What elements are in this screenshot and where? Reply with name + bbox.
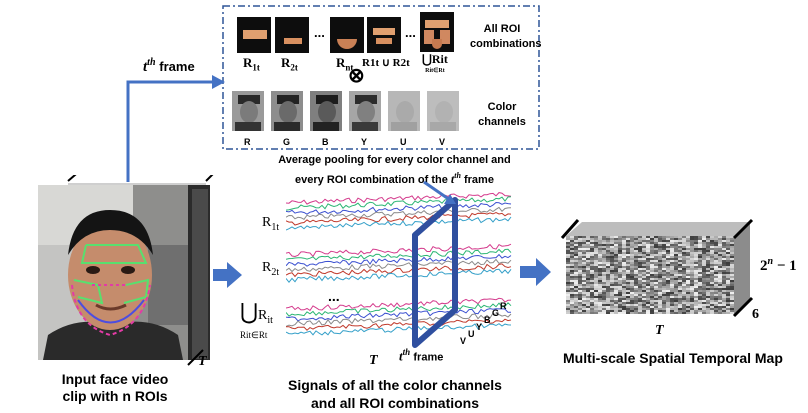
signal-trace (286, 253, 512, 267)
channel-tile-v (427, 91, 459, 131)
signal-channel-g: G (492, 308, 500, 318)
channel-label-b: B (322, 137, 329, 147)
signal-channel-r: R (500, 301, 507, 311)
stmap-height-label: 2n − 1 (760, 256, 797, 274)
roi-label-r1t: R1t (243, 55, 260, 73)
signal-label-union: ⋃Rit Rit∈Rt (240, 299, 273, 340)
signal-trace (286, 308, 511, 322)
stmap-edge-left (560, 219, 580, 239)
signal-time-symbol: T (369, 353, 378, 368)
stmap-depth-label: 6 (752, 307, 759, 322)
stmap-top-face (566, 222, 750, 236)
signal-trace (286, 243, 512, 258)
signal-trace (286, 216, 512, 231)
signal-trace (286, 196, 512, 211)
stmap-caption: Multi-scale Spatial Temporal Map (563, 350, 783, 366)
roi-label-union-pair: R1t ∪ R2t (362, 57, 410, 69)
frame-connector-arrow (126, 75, 225, 182)
pooling-pointer-arrow (423, 180, 456, 204)
signal-frame-label: tth frame (399, 347, 444, 364)
stmap-time-symbol: T (655, 323, 664, 338)
stmap-edge-top-right (732, 218, 754, 240)
signal-channel-b: B (484, 315, 491, 325)
signal-trace (286, 201, 512, 215)
signal-label-r2t: R2t (262, 260, 280, 278)
roi-label-rnt: Rnt (336, 55, 354, 73)
stmap-side-face (734, 222, 750, 314)
signal-trace (286, 258, 512, 273)
channel-tile-r (232, 91, 264, 131)
roi-dots-2: ... (405, 25, 416, 40)
signal-trace (286, 268, 512, 284)
input-time-symbol: T (198, 354, 207, 369)
tensor-product-icon: ⊗ (348, 65, 365, 87)
frame-plane (412, 197, 458, 348)
channel-face-tiles (232, 91, 459, 131)
stmap-front-face (566, 236, 734, 314)
channel-tile-u (388, 91, 420, 131)
signal-trace (286, 212, 512, 226)
roi-label-all: ⋃Rit Rit∈Rt (422, 52, 448, 74)
channel-label-g: G (283, 137, 291, 147)
roi-tile-all (420, 12, 454, 52)
stmap-edge-bottom-right (732, 296, 754, 318)
signal-trace (286, 248, 512, 261)
signal-trace (286, 312, 512, 327)
channel-tile-g (271, 91, 303, 131)
roi-tile-r2t (275, 17, 309, 53)
signal-channel-y: Y (476, 322, 483, 332)
signal-label-r1t: R1t (262, 215, 280, 233)
roi-tile-r1t (237, 17, 271, 53)
signal-channel-u: U (468, 329, 475, 339)
roi-tile-union (367, 17, 401, 53)
signal-channel-v: V (460, 336, 467, 346)
signal-trace (286, 297, 512, 312)
signals-caption: Signals of all the color channels and all… (288, 377, 502, 411)
signal-dots: ... (328, 288, 340, 304)
roi-label-r2t: R2t (281, 55, 298, 73)
signal-trace (286, 192, 512, 205)
signal-trace (286, 323, 512, 336)
frame-label: tth frame (143, 57, 195, 75)
channel-label-v: V (439, 137, 446, 147)
channel-label-u: U (400, 137, 407, 147)
pooling-caption: Average pooling for every color channel … (278, 154, 511, 186)
signal-plots (286, 192, 512, 336)
channel-tile-y (349, 91, 381, 131)
channel-tile-b (310, 91, 342, 131)
input-video-caption: Input face video clip with n ROIs (61, 371, 169, 404)
roi-dots: ... (314, 25, 325, 40)
signal-trace (286, 263, 512, 278)
signal-trace (286, 302, 512, 317)
roi-color-box (222, 5, 540, 150)
channel-label-y: Y (361, 137, 368, 147)
arrow-signals-to-stmap (520, 258, 551, 286)
arrow-input-to-signals (213, 262, 242, 288)
channel-caption: Color channels (478, 101, 526, 128)
stmap-cube (560, 218, 754, 318)
channel-label-r: R (244, 137, 251, 147)
signal-trace (286, 206, 512, 220)
roi-caption: All ROI combinations (470, 23, 542, 50)
roi-tile-rnt (330, 17, 364, 53)
signal-trace (286, 318, 512, 331)
input-face-frame (38, 185, 188, 360)
